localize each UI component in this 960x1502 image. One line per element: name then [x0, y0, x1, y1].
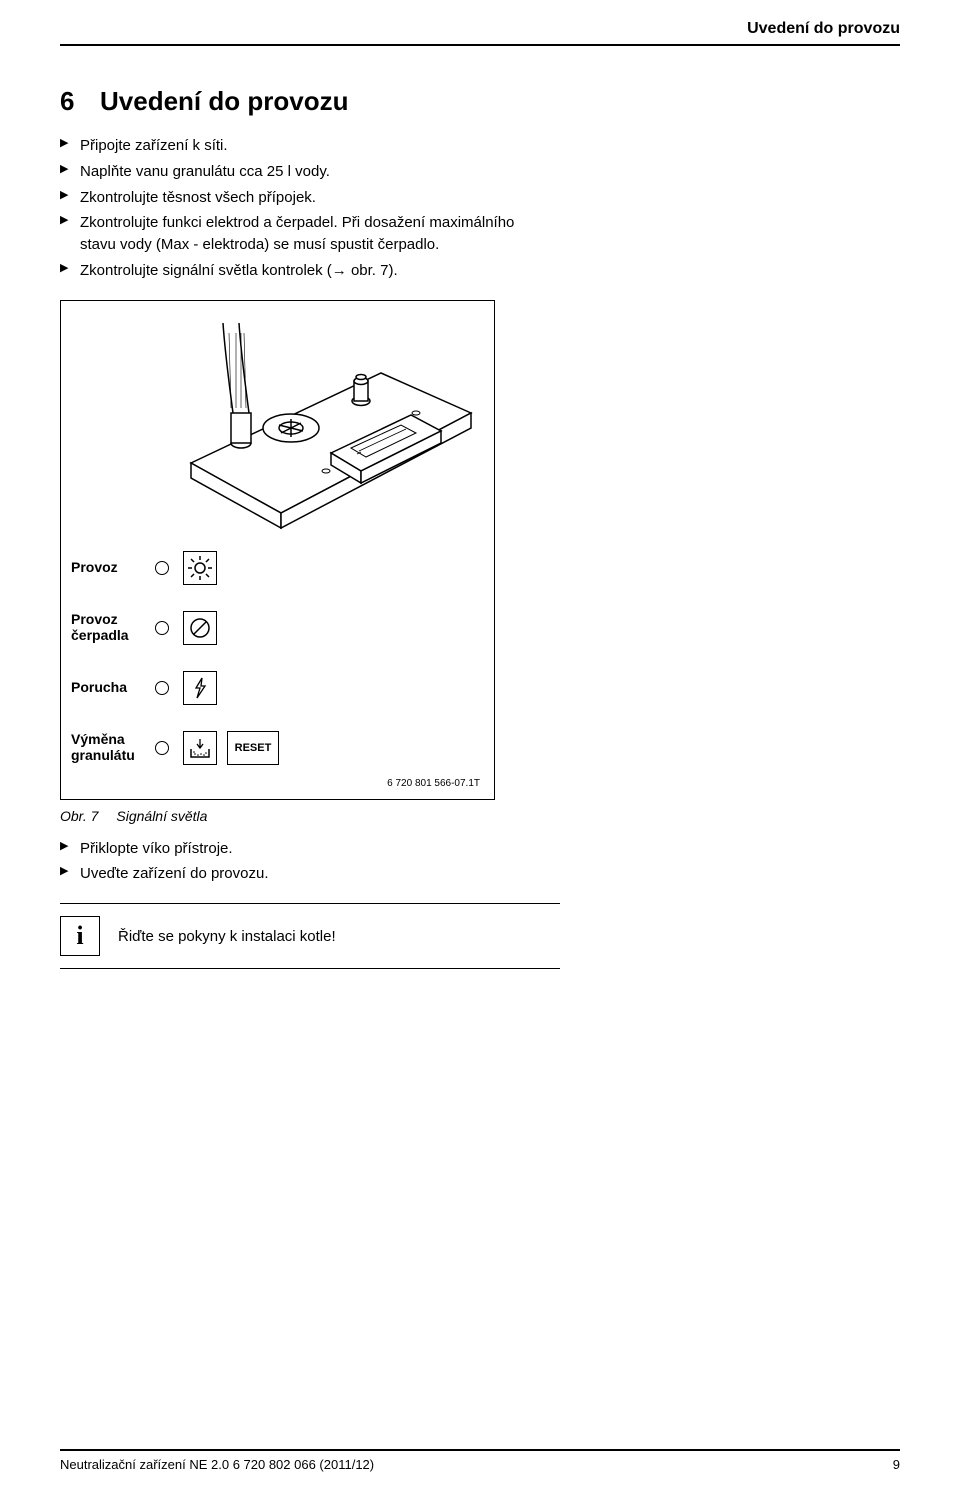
- caption-number: Obr. 7: [60, 808, 98, 824]
- indicator-row-porucha: Porucha: [71, 671, 279, 705]
- caption-text: Signální světla: [116, 808, 207, 824]
- step-item: Připojte zařízení k síti.: [60, 135, 540, 157]
- footer-row: Neutralizační zařízení NE 2.0 6 720 802 …: [60, 1457, 900, 1472]
- running-header: Uvedení do provozu: [60, 20, 900, 38]
- led-icon: [155, 621, 169, 635]
- indicator-label: Porucha: [71, 680, 149, 695]
- footer-page-number: 9: [893, 1457, 900, 1472]
- step-item: Uveďte zařízení do provozu.: [60, 863, 540, 885]
- indicator-row-cerpadla: Provoz čerpadla: [71, 611, 279, 645]
- info-icon: i: [60, 916, 100, 956]
- figure-box: Provoz Provoz čerpadla Porucha: [60, 300, 495, 800]
- device-svg: [181, 313, 481, 533]
- indicator-row-granulat: Výměna granulátu RESET: [71, 731, 279, 765]
- info-box: i Řiďte se pokyny k instalaci kotle!: [60, 903, 560, 969]
- device-illustration: [181, 313, 481, 533]
- steps-list: Připojte zařízení k síti. Naplňte vanu g…: [60, 135, 900, 282]
- page: Uvedení do provozu 6Uvedení do provozu P…: [0, 0, 960, 1502]
- indicator-label: Výměna granulátu: [71, 732, 149, 763]
- diagram-number: 6 720 801 566-07.1T: [387, 778, 480, 789]
- footer: Neutralizační zařízení NE 2.0 6 720 802 …: [60, 1449, 900, 1472]
- step-item: Přiklopte víko přístroje.: [60, 838, 540, 860]
- step-item: Naplňte vanu granulátu cca 25 l vody.: [60, 161, 540, 183]
- section-title: 6Uvedení do provozu: [60, 86, 900, 117]
- step-item: Zkontrolujte signální světla kontrolek (…: [60, 260, 540, 282]
- sun-icon: [183, 551, 217, 585]
- info-text: Řiďte se pokyny k instalaci kotle!: [118, 928, 336, 945]
- step-item: Zkontrolujte funkci elektrod a čerpadel.…: [60, 212, 540, 256]
- footer-rule: [60, 1449, 900, 1451]
- step-item: Zkontrolujte těsnost všech přípojek.: [60, 187, 540, 209]
- led-icon: [155, 561, 169, 575]
- figure-caption: Obr. 7 Signální světla: [60, 808, 900, 824]
- led-icon: [155, 681, 169, 695]
- led-icon: [155, 741, 169, 755]
- section-number: 6: [60, 86, 100, 117]
- bolt-icon: [183, 671, 217, 705]
- figure-labels: Provoz Provoz čerpadla Porucha: [71, 551, 279, 791]
- indicator-row-provoz: Provoz: [71, 551, 279, 585]
- reset-button[interactable]: RESET: [227, 731, 279, 765]
- indicator-label: Provoz čerpadla: [71, 612, 149, 643]
- footer-left: Neutralizační zařízení NE 2.0 6 720 802 …: [60, 1457, 374, 1472]
- post-steps-list: Přiklopte víko přístroje. Uveďte zařízen…: [60, 838, 900, 886]
- tray-icon: [183, 731, 217, 765]
- section-title-text: Uvedení do provozu: [100, 86, 348, 116]
- circle-slash-icon: [183, 611, 217, 645]
- header-rule: [60, 44, 900, 46]
- indicator-label: Provoz: [71, 560, 149, 575]
